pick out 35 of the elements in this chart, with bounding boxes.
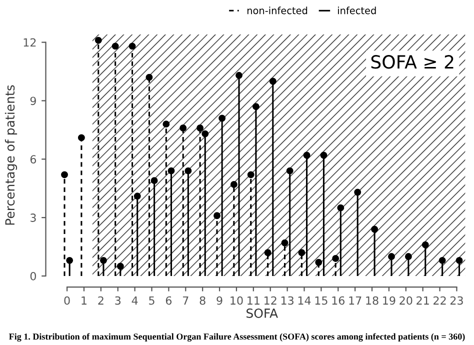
x-tick-label: 8: [200, 296, 206, 305]
x-tick-label: 21: [416, 296, 429, 305]
x-axis-title: SOFA: [246, 308, 278, 318]
x-tick-label: 16: [332, 296, 344, 305]
legend-label: infected: [338, 6, 376, 14]
caption: Fig 1. Distribution of maximum Sequential Organ Failure Assessment (SOFA) scores among infected patients (n = 360): [9, 333, 465, 342]
x-tick-label: 5: [149, 296, 154, 305]
x-tick-label: 3: [115, 296, 121, 305]
x-tick-label: 12: [264, 296, 276, 305]
x-tick-label: 20: [400, 296, 412, 305]
x-tick-label: 4: [132, 296, 138, 305]
y-tick-label: 3: [30, 214, 36, 222]
band-label: SOFA ≥ 2: [371, 55, 454, 69]
x-tick-label: 10: [230, 296, 243, 305]
legend-label: non-infected: [247, 6, 308, 14]
x-tick-label: 7: [183, 296, 188, 305]
y-tick-label: 12: [24, 38, 36, 47]
y-tick-label: 0: [30, 272, 36, 280]
x-tick-label: 11: [248, 296, 260, 305]
x-tick-label: 23: [450, 296, 463, 305]
x-tick-label: 22: [434, 296, 446, 305]
y-tick-label: 9: [30, 96, 36, 106]
x-tick-label: 6: [166, 296, 172, 305]
x-tick-label: 13: [281, 296, 294, 305]
x-tick-label: 2: [98, 296, 104, 305]
x-tick-label: 1: [82, 296, 86, 305]
x-tick-label: 15: [315, 296, 328, 305]
x-tick-label: 14: [298, 296, 311, 305]
y-tick-label: 6: [30, 155, 36, 164]
y-axis-title: Percentage of patients: [4, 85, 18, 225]
x-tick-label: 0: [64, 296, 70, 305]
x-tick-label: 9: [216, 296, 222, 305]
x-tick-label: 18: [366, 296, 378, 305]
x-tick-label: 17: [349, 296, 362, 305]
x-tick-label: 19: [383, 296, 396, 305]
